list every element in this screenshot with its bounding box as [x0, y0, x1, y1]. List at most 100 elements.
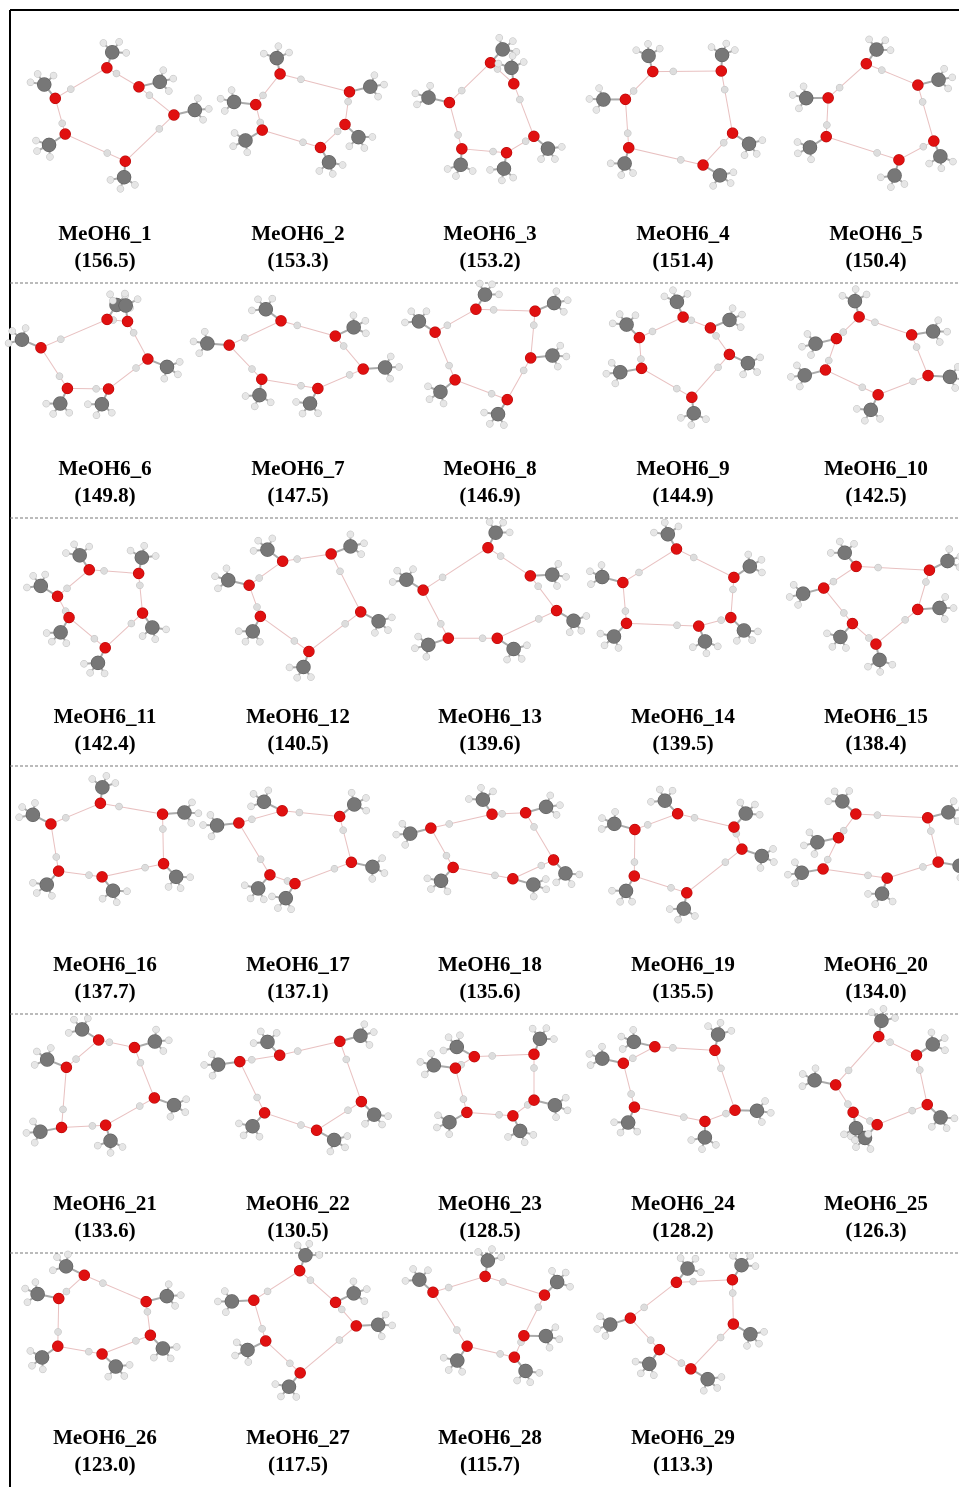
hydrogen-bond — [835, 1036, 880, 1086]
hydrogen-bond — [228, 344, 263, 380]
hydrogen-atom — [736, 323, 745, 331]
molecule-cluster — [200, 1020, 392, 1156]
hydrogen-atom — [259, 895, 268, 904]
structure-name: MeOH6_26 — [53, 1425, 157, 1449]
hydrogen-atom — [504, 1133, 512, 1141]
hydrogen-bond — [676, 1279, 733, 1283]
carbon-atom — [221, 573, 236, 588]
carbon-atom — [326, 1132, 342, 1148]
oxygen-atom — [325, 548, 337, 560]
hydrogen-atom — [919, 142, 928, 151]
hydrogen-bond — [133, 1047, 155, 1099]
hydrogen-atom — [676, 1254, 685, 1262]
hydrogen-atom — [800, 841, 808, 850]
hydrogen-atom — [208, 1071, 217, 1080]
hydrogen-atom — [423, 874, 432, 883]
hydrogen-atom — [858, 383, 867, 392]
hydrogen-bond — [299, 1270, 336, 1303]
structure-energy: (151.4) — [652, 248, 713, 272]
hydrogen-atom — [545, 1343, 554, 1352]
hydrogen-bond — [239, 1061, 266, 1114]
hydrogen-atom — [845, 787, 853, 795]
hydrogen-atom — [596, 629, 605, 638]
hydrogen-atom — [669, 67, 678, 76]
hydrogen-atom — [166, 1354, 175, 1363]
oxygen-atom — [538, 1289, 551, 1301]
hydrogen-atom — [433, 1123, 441, 1132]
hydrogen-bond — [475, 308, 536, 312]
oxygen-atom — [508, 1351, 521, 1363]
oxygen-atom — [128, 1041, 141, 1054]
oxygen-atom — [96, 1348, 108, 1360]
hydrogen-atom — [15, 813, 23, 822]
hydrogen-atom — [673, 621, 681, 630]
molecule-cluster — [214, 1239, 396, 1401]
oxygen-atom — [677, 311, 689, 323]
hydrogen-atom — [716, 1018, 725, 1027]
oxygen-atom — [725, 611, 737, 624]
hydrogen-atom — [683, 290, 692, 298]
molecule-cluster — [585, 39, 767, 190]
hydrogen-bond — [686, 848, 743, 894]
hydrogen-atom — [258, 1324, 266, 1333]
structure-energy: (130.5) — [267, 1218, 328, 1242]
carbon-atom — [712, 168, 728, 183]
hydrogen-atom — [824, 797, 833, 806]
carbon-atom — [596, 92, 611, 107]
hydrogen-atom — [915, 1066, 924, 1074]
oxygen-atom — [829, 1079, 842, 1091]
hydrogen-atom — [838, 292, 847, 300]
hydrogen-bond — [856, 565, 930, 571]
hydrogen-bond — [100, 802, 163, 815]
hydrogen-atom — [928, 1123, 936, 1131]
hydrogen-atom — [293, 673, 301, 682]
oxygen-atom — [872, 389, 884, 401]
hydrogen-atom — [21, 324, 30, 332]
hydrogen-atom — [891, 1014, 899, 1022]
hydrogen-atom — [28, 1361, 36, 1370]
hydrogen-atom — [757, 555, 766, 564]
structure-name: MeOH6_17 — [246, 952, 350, 976]
hydrogen-atom — [121, 289, 129, 298]
hydrogen-atom — [537, 155, 545, 163]
hydrogen-atom — [222, 564, 231, 573]
hydrogen-atom — [669, 286, 677, 294]
carbon-atom — [250, 881, 266, 896]
hydrogen-bond — [61, 1124, 106, 1128]
carbon-atom — [545, 348, 560, 363]
hydrogen-atom — [274, 904, 282, 912]
hydrogen-bond — [911, 334, 929, 376]
hydrogen-bond — [55, 67, 108, 99]
oxygen-atom — [60, 1061, 73, 1074]
structure-name: MeOH6_2 — [251, 221, 344, 245]
hydrogen-bond — [506, 357, 532, 400]
hydrogen-atom — [253, 1093, 261, 1102]
hydrogen-atom — [155, 125, 164, 133]
hydrogen-atom — [829, 577, 838, 586]
oxygen-atom — [133, 81, 145, 93]
hydrogen-atom — [337, 1305, 346, 1314]
oxygen-atom — [486, 808, 498, 820]
carbon-atom — [298, 1248, 313, 1263]
hydrogen-atom — [29, 879, 37, 887]
hydrogen-atom — [608, 886, 616, 895]
hydrogen-atom — [120, 1372, 129, 1380]
hydrogen-bond — [858, 316, 912, 336]
hydrogen-atom — [380, 869, 389, 877]
hydrogen-atom — [509, 173, 517, 182]
hydrogen-bond — [106, 67, 140, 88]
oxygen-atom — [524, 352, 537, 364]
oxygen-atom — [233, 817, 245, 829]
hydrogen-bond — [316, 1101, 362, 1131]
hydrogen-atom — [629, 1054, 637, 1063]
carbon-atom — [741, 136, 757, 152]
structure-name: MeOH6_20 — [824, 952, 928, 976]
carbon-atom — [518, 1363, 533, 1379]
hydrogen-atom — [886, 46, 895, 54]
hydrogen-atom — [621, 607, 630, 615]
hydrogen-atom — [755, 810, 764, 819]
hydrogen-bond — [279, 1040, 340, 1056]
molecule-cluster — [597, 785, 778, 924]
hydrogen-atom — [751, 1262, 760, 1270]
hydrogen-atom — [606, 159, 615, 168]
